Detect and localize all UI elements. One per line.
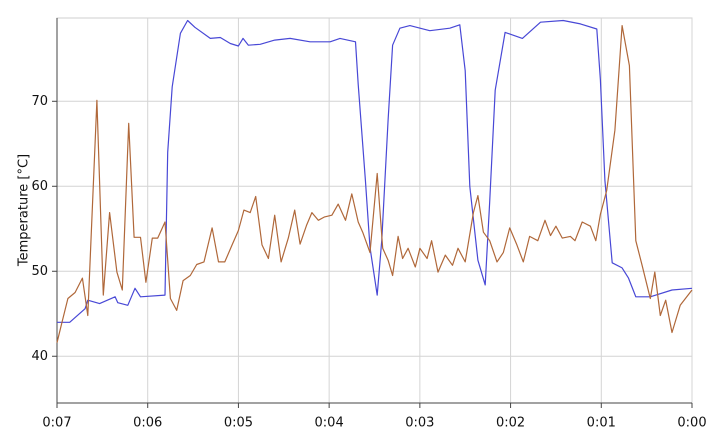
y-axis-title: Temperature [°C] xyxy=(17,154,32,267)
y-tick-label: 70 xyxy=(31,94,48,109)
x-tick-label: 0:02 xyxy=(496,416,525,431)
x-tick-label: 0:04 xyxy=(315,416,344,431)
x-tick-label: 0:00 xyxy=(677,416,706,431)
x-tick-label: 0:05 xyxy=(224,416,253,431)
y-tick-label: 50 xyxy=(31,264,48,279)
plot-area xyxy=(56,17,693,404)
series-line xyxy=(57,19,693,323)
y-tick-label: 40 xyxy=(31,349,48,364)
series-line xyxy=(56,25,693,343)
x-tick-label: 0:03 xyxy=(405,416,434,431)
x-tick-label: 0:07 xyxy=(42,416,71,431)
x-tick-label: 0:01 xyxy=(587,416,616,431)
y-tick-label: 60 xyxy=(31,179,48,194)
x-tick-label: 0:06 xyxy=(133,416,162,431)
